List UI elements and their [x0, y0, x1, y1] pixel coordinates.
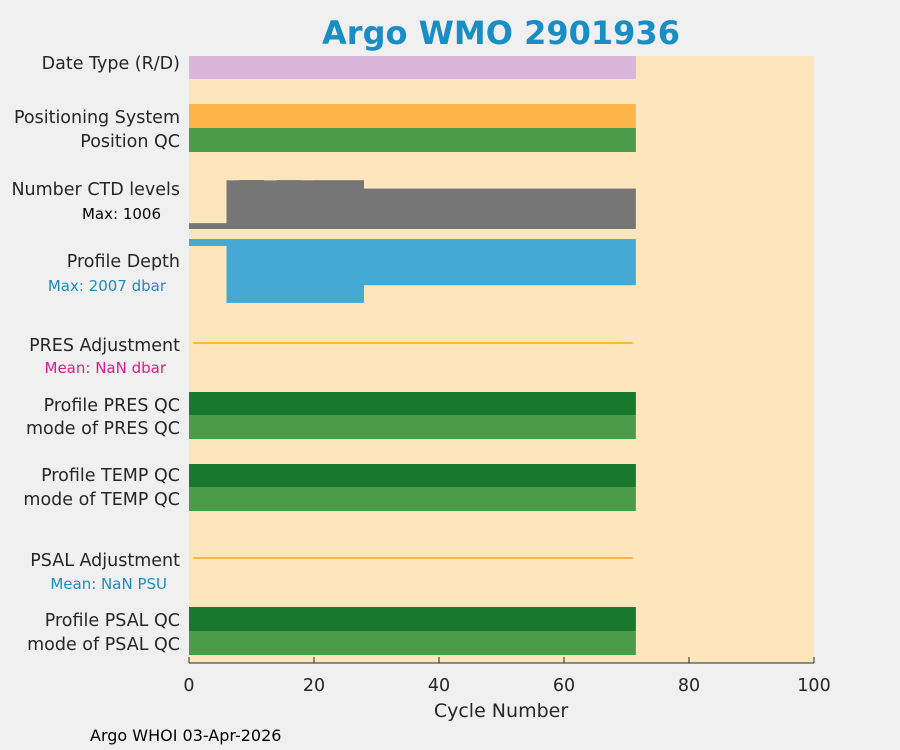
profile-depth-bar: [364, 239, 636, 286]
ctd-levels-bar: [364, 188, 636, 229]
depth-max-label: Max: 2007 dbar: [48, 277, 167, 295]
x-tick-label: 80: [678, 676, 700, 696]
footer-text: Argo WHOI 03-Apr-2026: [90, 726, 281, 745]
x-tick-label: 100: [797, 676, 830, 696]
row-label-ctd-levels: Number CTD levels: [11, 180, 180, 200]
positioning-system-bar: [189, 104, 636, 128]
profile-psal-qc-bar: [189, 607, 636, 631]
ctd-levels-bar: [314, 180, 364, 229]
ctd-levels-bar: [226, 180, 239, 229]
mode-pres-qc-bar: [189, 415, 636, 439]
mode-temp-qc-bar: [189, 487, 636, 511]
x-axis-label: Cycle Number: [434, 700, 568, 722]
row-label-pres-adjustment: PRES Adjustment: [29, 336, 180, 356]
profile-depth-bar: [226, 239, 364, 303]
ctd-max-label: Max: 1006: [82, 205, 161, 223]
row-label-profile-temp-qc: Profile TEMP QC: [41, 466, 180, 486]
row-label-date-type: Date Type (R/D): [42, 54, 180, 74]
ctd-levels-bar: [276, 180, 302, 229]
row-label-profile-pres-qc: Profile PRES QC: [44, 396, 180, 416]
profile-temp-qc-bar: [189, 464, 636, 487]
x-axis-ticks: 0 20 40 60 80 100: [183, 657, 831, 696]
chart-title: Argo WMO 2901936: [322, 14, 680, 52]
ctd-levels-bar: [264, 180, 277, 229]
row-label-mode-psal-qc: mode of PSAL QC: [27, 635, 180, 655]
row-label-mode-temp-qc: mode of TEMP QC: [23, 490, 180, 510]
row-label-psal-adjustment: PSAL Adjustment: [30, 551, 180, 571]
psal-mean-label: Mean: NaN PSU: [50, 575, 167, 593]
ctd-levels-bar: [301, 180, 314, 229]
ctd-levels-bar: [189, 223, 227, 229]
mode-psal-qc-bar: [189, 631, 636, 655]
row-label-mode-pres-qc: mode of PRES QC: [26, 419, 180, 439]
plot-area: [189, 56, 814, 663]
x-tick-label: 20: [303, 676, 325, 696]
ctd-levels-bar: [239, 180, 264, 229]
row-label-profile-depth: Profile Depth: [67, 252, 180, 272]
pres-mean-label: Mean: NaN dbar: [45, 359, 167, 377]
profile-pres-qc-bar: [189, 392, 636, 415]
position-qc-bar: [189, 128, 636, 152]
profile-depth-series: [189, 239, 636, 303]
row-label-profile-psal-qc: Profile PSAL QC: [45, 611, 180, 631]
date-type-bar: [189, 56, 636, 79]
profile-depth-bar: [189, 239, 227, 247]
row-label-position-qc: Position QC: [80, 132, 180, 152]
x-tick-label: 40: [428, 676, 450, 696]
x-tick-label: 0: [183, 676, 194, 696]
row-label-positioning-system: Positioning System: [14, 108, 180, 128]
x-tick-label: 60: [553, 676, 575, 696]
ctd-levels-series: [189, 180, 636, 229]
